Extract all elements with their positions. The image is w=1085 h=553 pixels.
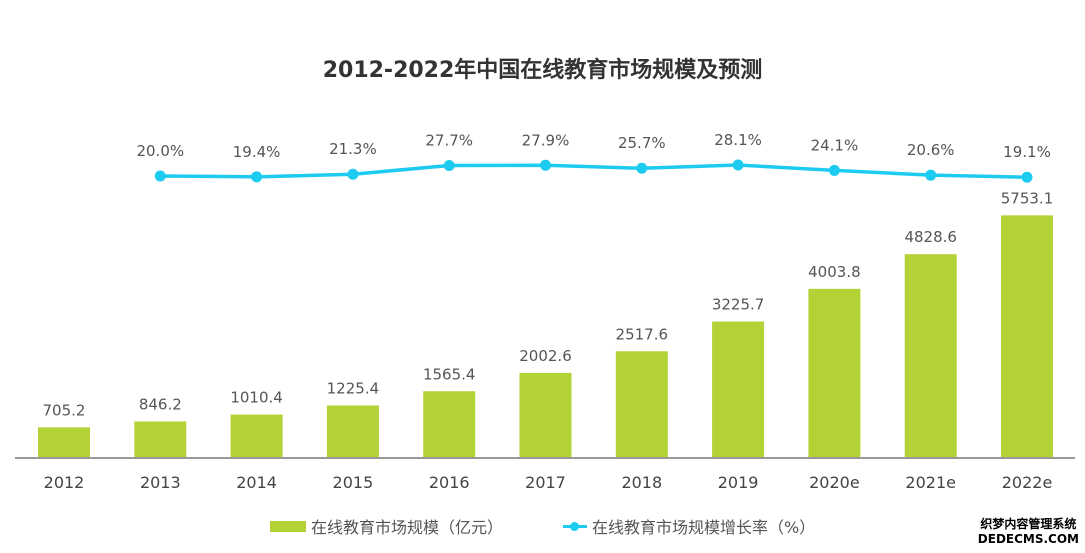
growth-point-2019 <box>732 159 744 171</box>
x-tick-label: 2020e <box>809 473 860 492</box>
bar-label: 4003.8 <box>808 263 861 281</box>
legend-line-label: 在线教育市场规模增长率（%） <box>592 518 816 537</box>
x-tick-label: 2016 <box>429 473 470 492</box>
growth-label: 24.1% <box>811 136 859 154</box>
chart-title: 2012-2022年中国在线教育市场规模及预测 <box>322 58 763 83</box>
x-tick-label: 2012 <box>44 473 85 492</box>
growth-label: 28.1% <box>714 131 762 149</box>
growth-label: 27.9% <box>522 131 570 149</box>
legend-line-swatch <box>563 520 588 532</box>
bar-2019 <box>712 321 765 457</box>
bar-2012 <box>38 427 90 457</box>
growth-label: 19.4% <box>233 143 281 161</box>
growth-point-2020e <box>828 164 840 176</box>
bar-2022e <box>1001 215 1053 457</box>
x-tick-label: 2022e <box>1002 473 1053 492</box>
watermark-line2: DEDECMS.COM <box>977 532 1079 546</box>
x-tick-label: 2014 <box>236 473 277 492</box>
growth-label: 20.6% <box>907 141 955 159</box>
bar-label: 705.2 <box>43 401 86 419</box>
bar-2013 <box>134 421 187 457</box>
growth-label: 19.1% <box>1003 143 1051 161</box>
x-tick-label: 2021e <box>905 473 956 492</box>
watermark: 织梦内容管理系统 DEDECMS.COM <box>978 517 1079 547</box>
legend: 在线教育市场规模（亿元） 在线教育市场规模增长率（%） <box>270 514 815 538</box>
watermark-line1: 织梦内容管理系统 <box>980 517 1077 531</box>
growth-line <box>160 163 1028 179</box>
bar-label: 1010.4 <box>230 389 283 407</box>
x-tick-label: 2019 <box>718 473 759 492</box>
bar-2021e <box>904 254 957 457</box>
growth-label: 25.7% <box>618 134 666 152</box>
bar-label: 1225.4 <box>327 380 380 398</box>
growth-point-2014 <box>251 171 263 183</box>
bar-label: 3225.7 <box>712 296 765 314</box>
bar-label: 1565.4 <box>423 365 476 383</box>
bar-label: 2002.6 <box>519 347 572 365</box>
x-tick-label: 2017 <box>525 473 566 492</box>
growth-point-2013 <box>154 170 166 182</box>
growth-point-2017 <box>540 159 551 171</box>
bar-2014 <box>230 414 283 457</box>
legend-bar-swatch <box>270 520 306 532</box>
x-tick-label: 2013 <box>140 473 181 492</box>
x-tick-label: 2015 <box>333 473 374 492</box>
growth-label: 20.0% <box>136 142 184 160</box>
growth-point-2015 <box>347 168 359 180</box>
growth-point-2016 <box>443 160 455 172</box>
bar-label: 4828.6 <box>904 228 957 246</box>
bar-label: 5753.1 <box>1001 189 1054 207</box>
growth-label: 21.3% <box>329 140 377 158</box>
growth-point-2021e <box>925 169 937 181</box>
bar-2015 <box>326 405 379 457</box>
growth-point-2022e <box>1021 171 1033 183</box>
growth-label: 27.7% <box>425 132 473 150</box>
bar-label: 846.2 <box>139 395 182 413</box>
x-tick-label: 2018 <box>621 473 662 492</box>
growth-point-2018 <box>636 162 648 174</box>
bar-2020e <box>808 288 861 457</box>
legend-bar-label: 在线教育市场规模（亿元） <box>311 518 504 537</box>
bar-label: 2517.6 <box>616 325 669 343</box>
bar-2017 <box>519 372 572 457</box>
bar-2018 <box>615 351 668 457</box>
bar-2016 <box>423 391 476 457</box>
